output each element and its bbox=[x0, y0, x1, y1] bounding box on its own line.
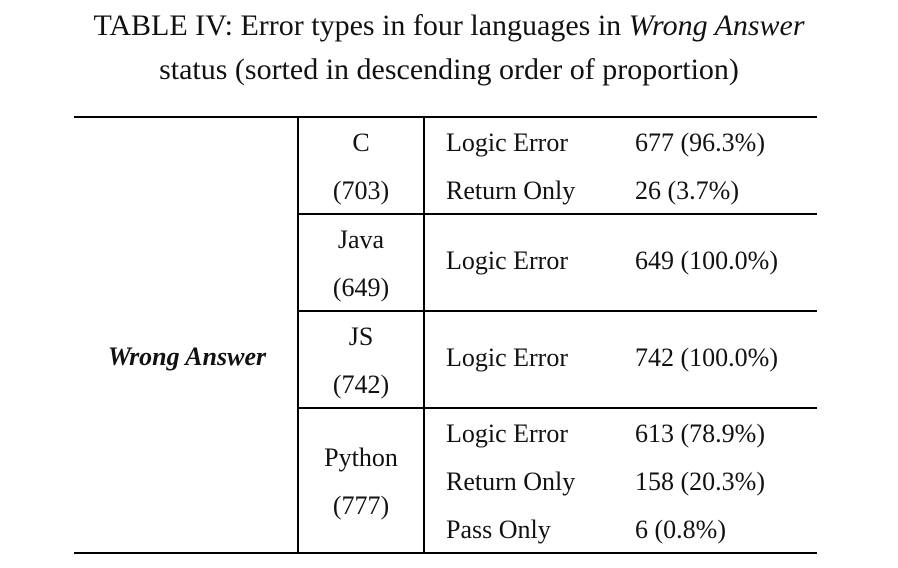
error-value: 613 (78.9%) bbox=[635, 419, 765, 448]
group-divider bbox=[299, 310, 817, 312]
language-name: Java bbox=[337, 225, 385, 254]
error-type: Logic Error bbox=[446, 128, 569, 157]
column-divider-2 bbox=[423, 116, 425, 554]
language-name: C bbox=[352, 128, 370, 157]
error-value: 6 (0.8%) bbox=[635, 515, 726, 544]
group-divider bbox=[299, 407, 817, 409]
group-divider bbox=[299, 213, 817, 215]
error-value: 677 (96.3%) bbox=[635, 128, 765, 157]
language-count: (703) bbox=[332, 176, 390, 205]
error-value: 742 (100.0%) bbox=[635, 343, 778, 372]
caption-prefix: TABLE IV: Error types in four languages … bbox=[93, 9, 629, 42]
error-type: Logic Error bbox=[446, 246, 569, 275]
language-name: JS bbox=[348, 322, 374, 351]
error-type: Pass Only bbox=[446, 515, 551, 544]
error-type: Return Only bbox=[446, 176, 576, 205]
caption-line-1: TABLE IV: Error types in four languages … bbox=[0, 4, 898, 48]
error-value: 649 (100.0%) bbox=[635, 246, 778, 275]
table-bottom-rule bbox=[74, 552, 817, 554]
caption-line-2: status (sorted in descending order of pr… bbox=[159, 53, 739, 86]
error-type: Return Only bbox=[446, 467, 576, 496]
caption-emphasis: Wrong Answer bbox=[628, 9, 805, 42]
language-name: Python bbox=[324, 443, 398, 472]
error-value: 26 (3.7%) bbox=[635, 176, 739, 205]
error-value: 158 (20.3%) bbox=[635, 467, 765, 496]
error-type: Logic Error bbox=[446, 343, 569, 372]
language-count: (777) bbox=[332, 491, 390, 520]
error-type: Logic Error bbox=[446, 419, 569, 448]
table-top-rule bbox=[74, 116, 817, 118]
language-count: (742) bbox=[332, 370, 390, 399]
table-caption: TABLE IV: Error types in four languages … bbox=[0, 4, 898, 92]
column-divider-1 bbox=[297, 116, 299, 554]
language-count: (649) bbox=[332, 273, 390, 302]
status-label: Wrong Answer bbox=[107, 342, 267, 371]
